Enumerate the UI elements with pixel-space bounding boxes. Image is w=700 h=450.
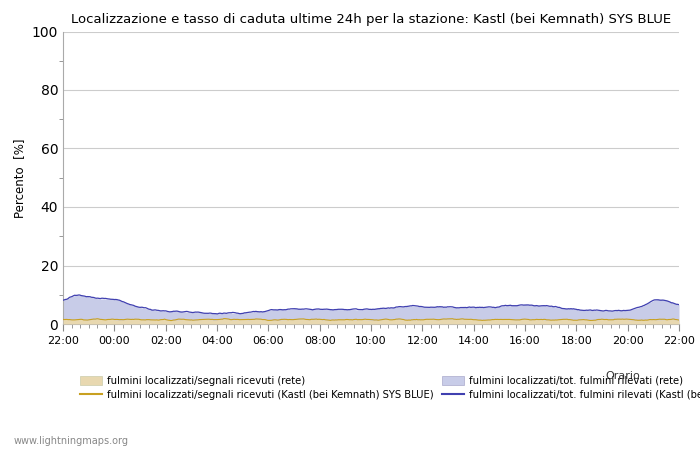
Title: Localizzazione e tasso di caduta ultime 24h per la stazione: Kastl (bei Kemnath): Localizzazione e tasso di caduta ultime … [71,13,671,26]
Text: www.lightningmaps.org: www.lightningmaps.org [14,436,129,446]
Y-axis label: Percento  [%]: Percento [%] [13,138,26,217]
Legend: fulmini localizzati/segnali ricevuti (rete), fulmini localizzati/segnali ricevut: fulmini localizzati/segnali ricevuti (re… [80,376,700,400]
Text: Orario: Orario [605,371,640,381]
